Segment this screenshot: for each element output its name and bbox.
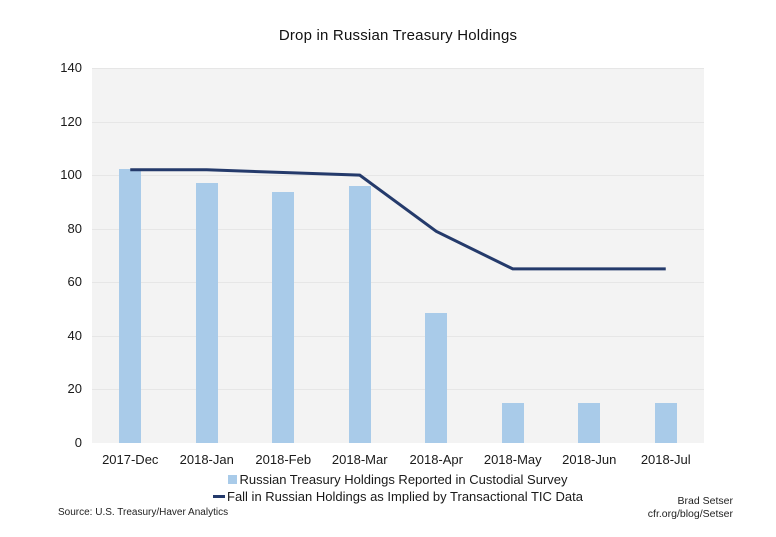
gridline (92, 282, 704, 284)
bar-2018-Jan (195, 183, 218, 443)
y-axis: 0 20 40 60 80 100 120 140 (30, 60, 82, 450)
x-tick-label-2018-Mar: 2018-Mar (331, 452, 388, 467)
y-tick-label-40: 40 (67, 327, 82, 343)
credit-author: Brad Setser (677, 495, 733, 507)
bar-2018-Jun (578, 403, 601, 443)
x-tick-label-2018-Feb: 2018-Feb (255, 452, 312, 467)
legend-item-custodial-survey: Russian Treasury Holdings Reported in Cu… (92, 471, 704, 488)
x-tick-label-2018-Jul: 2018-Jul (640, 452, 691, 467)
y-tick-label-140: 140 (60, 60, 82, 75)
y-tick-label-120: 120 (60, 113, 82, 129)
x-tick-label-2017-Dec: 2017-Dec (102, 452, 159, 467)
legend-item-tic-data: Fall in Russian Holdings as Implied by T… (92, 488, 704, 505)
x-axis: 2017-Dec 2018-Jan 2018-Feb 2018-Mar 2018-Apr… (92, 452, 704, 468)
tic-line (130, 168, 666, 271)
y-tick-label-60: 60 (67, 274, 82, 290)
x-tick-label-2018-Jan: 2018-Jan (179, 452, 234, 467)
bar-2017-Dec (119, 169, 142, 443)
x-tick-label-2018-May: 2018-May (483, 452, 542, 467)
legend: Russian Treasury Holdings Reported in Cu… (92, 471, 704, 505)
x-tick-label-2018-Jun: 2018-Jun (562, 452, 617, 467)
credit-url: cfr.org/blog/Setser (647, 508, 733, 520)
x-tick-label-2018-Apr: 2018-Apr (409, 452, 463, 467)
source-note: Source: U.S. Treasury/Haver Analytics (58, 507, 229, 518)
gridline (92, 175, 704, 177)
bar-2018-May (501, 403, 524, 443)
legend-label-tic-data: Fall in Russian Holdings as Implied by T… (227, 489, 583, 504)
bar-2018-Feb (272, 191, 295, 443)
gridline (92, 68, 704, 69)
y-tick-label-0: 0 (74, 435, 82, 450)
bar-swatch-icon (228, 475, 238, 484)
gridline (92, 389, 704, 391)
bar-2018-Apr (425, 312, 448, 443)
legend-label-custodial-survey: Russian Treasury Holdings Reported in Cu… (239, 472, 568, 487)
y-tick-label-80: 80 (67, 220, 82, 236)
gridline (92, 335, 704, 337)
bar-2018-Jul (654, 403, 677, 443)
y-tick-label-20: 20 (67, 381, 82, 397)
chart-title: Drop in Russian Treasury Holdings (278, 27, 518, 44)
y-tick-label-100: 100 (60, 167, 82, 183)
plot-area (92, 68, 704, 443)
bar-2018-Mar (348, 185, 371, 443)
tic-line-svg (130, 168, 666, 271)
gridline (92, 228, 704, 230)
gridline (92, 121, 704, 123)
credit-note: Brad Setser cfr.org/blog/Setser (648, 495, 733, 521)
line-swatch-icon (213, 495, 225, 498)
